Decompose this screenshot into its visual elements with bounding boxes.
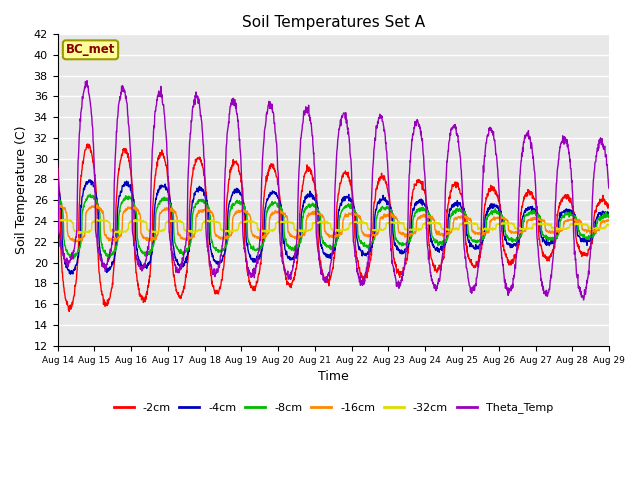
Title: Soil Temperatures Set A: Soil Temperatures Set A bbox=[242, 15, 425, 30]
Legend: -2cm, -4cm, -8cm, -16cm, -32cm, Theta_Temp: -2cm, -4cm, -8cm, -16cm, -32cm, Theta_Te… bbox=[109, 398, 557, 418]
Y-axis label: Soil Temperature (C): Soil Temperature (C) bbox=[15, 126, 28, 254]
Text: BC_met: BC_met bbox=[66, 43, 115, 56]
X-axis label: Time: Time bbox=[318, 370, 349, 383]
